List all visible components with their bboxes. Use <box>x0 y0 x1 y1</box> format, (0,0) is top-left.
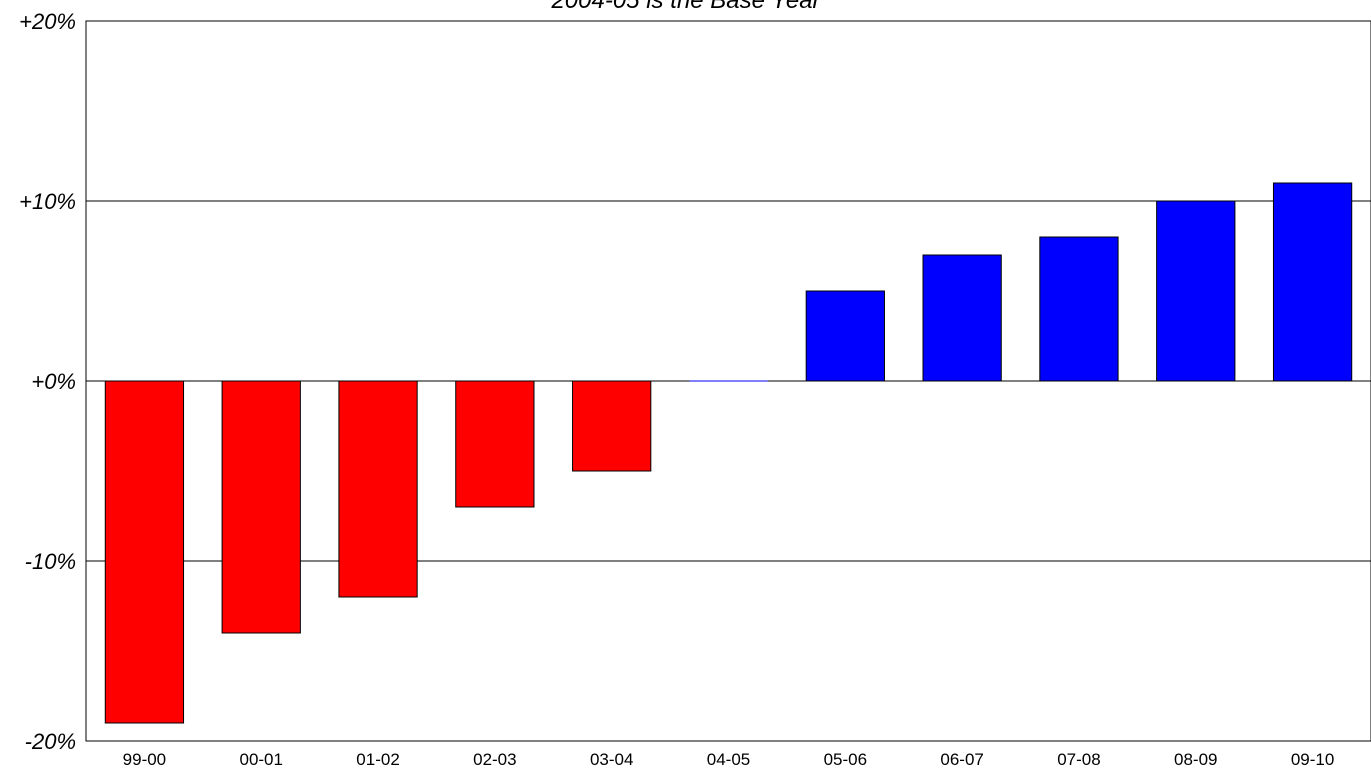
bar-06-07 <box>922 254 1002 382</box>
plot-frame <box>85 20 1371 742</box>
x-tick-label: 07-08 <box>1057 750 1100 769</box>
y-tick-label: +10% <box>19 189 76 214</box>
y-tick-label: +0% <box>31 369 76 394</box>
y-axis-ticks: +20% +10% +0% -10% -20% <box>19 9 76 754</box>
bar-02-03 <box>455 380 535 508</box>
x-tick-label: 04-05 <box>707 750 750 769</box>
y-tick-label: -10% <box>25 549 76 574</box>
x-tick-label: 06-07 <box>940 750 983 769</box>
bar-00-01 <box>221 380 301 634</box>
x-tick-label: 09-10 <box>1291 750 1334 769</box>
bar-99-00 <box>104 380 185 724</box>
bar-01-02 <box>338 380 418 598</box>
bar-05-06 <box>805 290 885 382</box>
bar-09-10 <box>1272 182 1353 382</box>
chart-subtitle: 2004-05 is the Base Year <box>550 0 821 14</box>
x-tick-label: 01-02 <box>356 750 399 769</box>
x-tick-label: 08-09 <box>1174 750 1217 769</box>
y-tick-label: +20% <box>19 9 76 34</box>
bar-04-05 <box>689 380 768 382</box>
bar-08-09 <box>1156 200 1236 382</box>
bars <box>104 182 1353 724</box>
x-axis-ticks: 99-00 00-01 01-02 02-03 03-04 04-05 05-06 06-07… <box>123 750 1335 769</box>
bar-03-04 <box>572 380 652 472</box>
x-tick-label: 05-06 <box>824 750 867 769</box>
x-tick-label: 00-01 <box>239 750 282 769</box>
x-tick-label: 99-00 <box>123 750 166 769</box>
x-tick-label: 02-03 <box>473 750 516 769</box>
x-tick-label: 03-04 <box>590 750 633 769</box>
y-tick-label: -20% <box>25 729 76 754</box>
bar-07-08 <box>1039 236 1119 382</box>
